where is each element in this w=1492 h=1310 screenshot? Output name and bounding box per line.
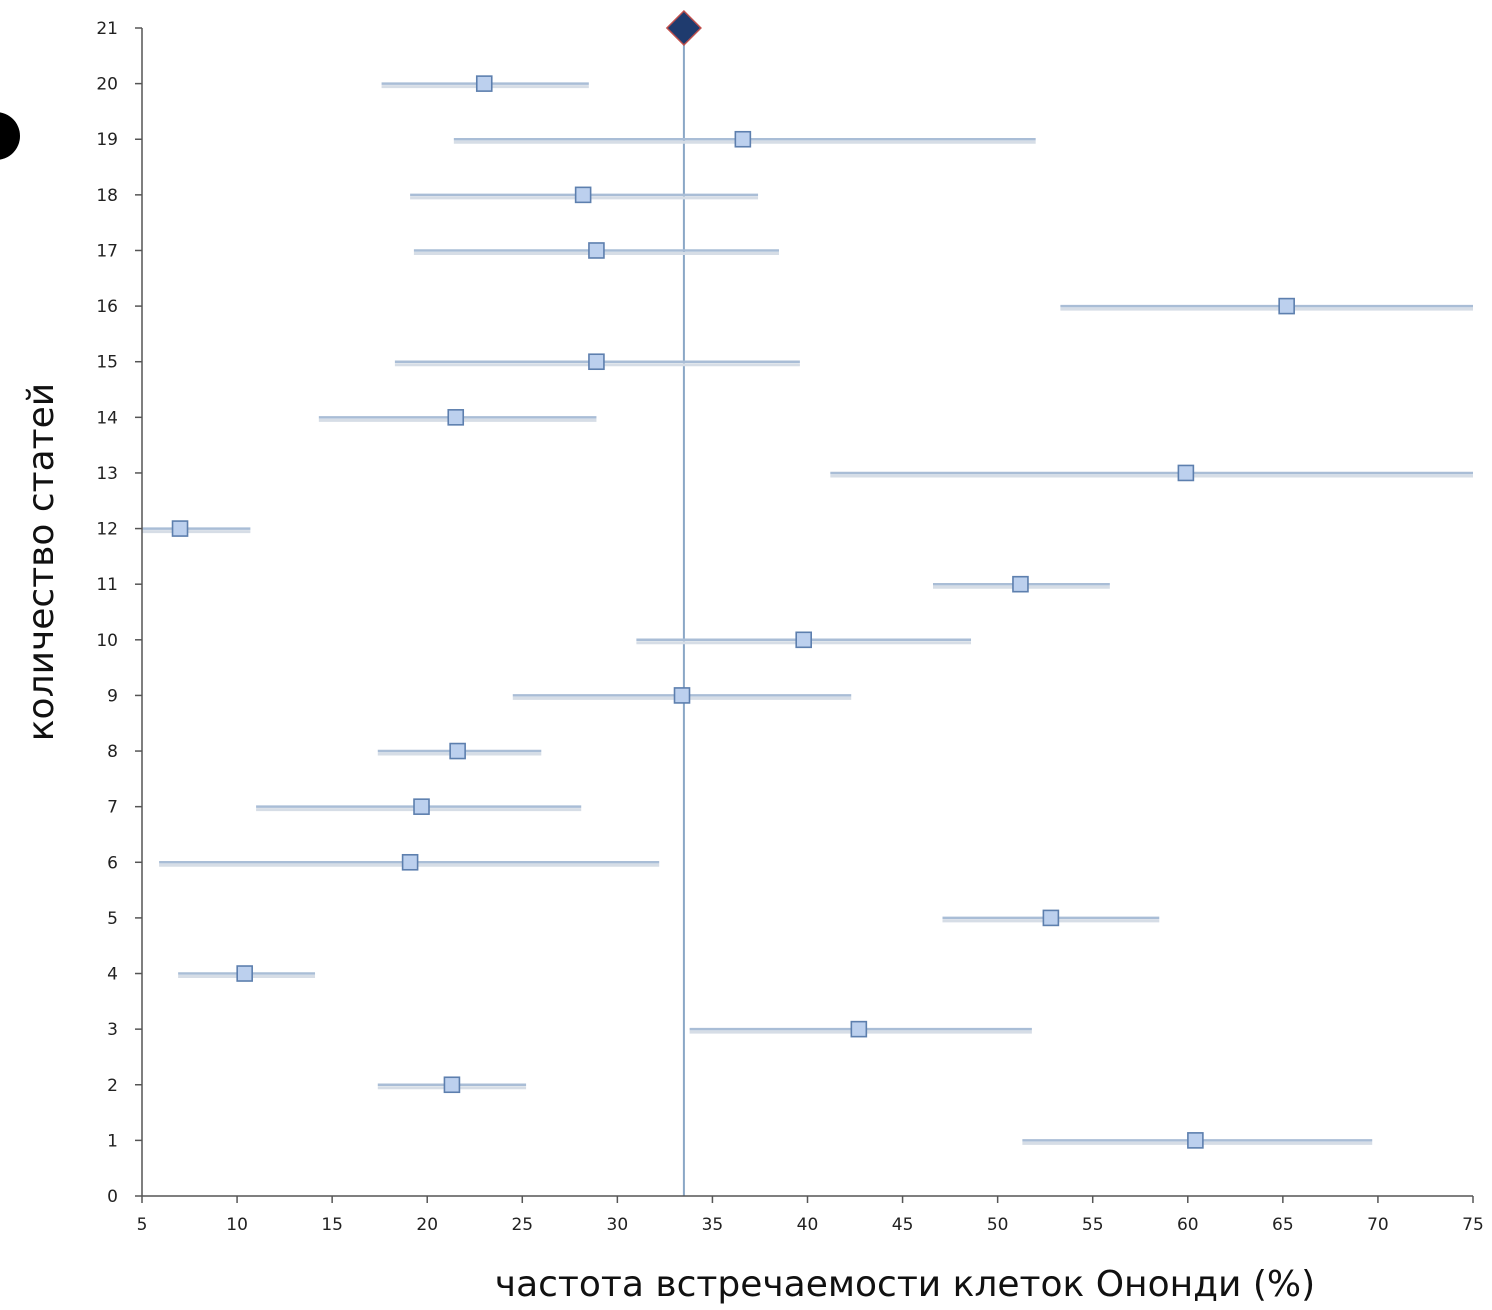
x-tick-label: 55 [1082, 1215, 1104, 1235]
study-point-marker [171, 520, 189, 537]
y-tick-label: 2 [107, 1076, 118, 1096]
confidence-interval-group [142, 82, 1473, 1145]
y-tick-label: 0 [107, 1187, 118, 1207]
study-point-marker [1012, 575, 1029, 593]
x-tick-label: 10 [226, 1215, 248, 1235]
y-tick-label: 21 [96, 19, 118, 39]
corner-bullet-mark [0, 112, 20, 160]
y-tick-label: 1 [107, 1131, 118, 1151]
x-tick-label: 30 [607, 1215, 629, 1235]
study-point-marker [236, 965, 253, 982]
pooled-estimate-group [665, 9, 702, 47]
y-tick-label: 4 [107, 965, 118, 985]
y-tick-label: 15 [96, 353, 118, 373]
y-tick-label: 6 [107, 853, 118, 873]
study-point-marker [1177, 464, 1195, 482]
y-tick-label: 19 [96, 130, 118, 150]
study-point-marker [673, 687, 691, 704]
x-tick-label: 70 [1367, 1215, 1389, 1235]
study-point-marker [475, 75, 493, 92]
study-point-marker [795, 631, 812, 649]
x-tick-label: 75 [1462, 1215, 1484, 1235]
y-tick-label: 17 [96, 241, 118, 261]
study-point-marker [447, 409, 465, 426]
study-point-marker [1278, 297, 1295, 315]
study-point-marker [574, 186, 592, 204]
study-point-marker [413, 798, 430, 815]
study-point-marker [734, 130, 752, 148]
x-tick-label: 15 [321, 1215, 343, 1235]
y-tick-label: 7 [107, 798, 118, 818]
x-tick-label: 40 [797, 1215, 819, 1235]
y-tick-label: 3 [107, 1020, 118, 1040]
x-tick-label: 25 [511, 1215, 533, 1235]
study-point-marker [401, 853, 419, 871]
x-axis-title: частота встречаемости клеток Ононди (%) [495, 1264, 1315, 1305]
x-tick-label: 20 [416, 1215, 438, 1235]
y-tick-label: 18 [96, 186, 118, 206]
study-point-marker [1042, 909, 1060, 927]
x-tick-label: 65 [1272, 1215, 1294, 1235]
study-point-marker [850, 1020, 868, 1038]
study-point-marker [588, 242, 605, 259]
y-tick-label: 10 [96, 631, 118, 651]
x-tick-label: 45 [892, 1215, 914, 1235]
study-point-marker [1187, 1132, 1204, 1149]
x-tick-label: 60 [1177, 1215, 1199, 1235]
x-tick-label: 35 [702, 1215, 724, 1235]
y-tick-label: 9 [107, 686, 118, 706]
y-tick-label: 5 [107, 909, 118, 929]
study-point-marker [443, 1076, 461, 1094]
y-tick-label: 11 [96, 575, 118, 595]
x-tick-label: 50 [987, 1215, 1009, 1235]
y-tick-label: 12 [96, 520, 118, 540]
y-tick-label: 8 [107, 742, 118, 762]
x-tick-label: 5 [137, 1215, 148, 1235]
pooled-estimate-diamond [665, 9, 702, 47]
y-tick-label: 13 [96, 464, 118, 484]
y-tick-label: 20 [96, 75, 118, 95]
y-tick-label: 14 [96, 408, 118, 428]
y-axis-title: количество статей [21, 383, 62, 741]
study-point-marker [588, 353, 605, 371]
study-point-marker [449, 742, 466, 760]
study-marker-group [171, 75, 1295, 1149]
y-tick-label: 16 [96, 297, 118, 317]
